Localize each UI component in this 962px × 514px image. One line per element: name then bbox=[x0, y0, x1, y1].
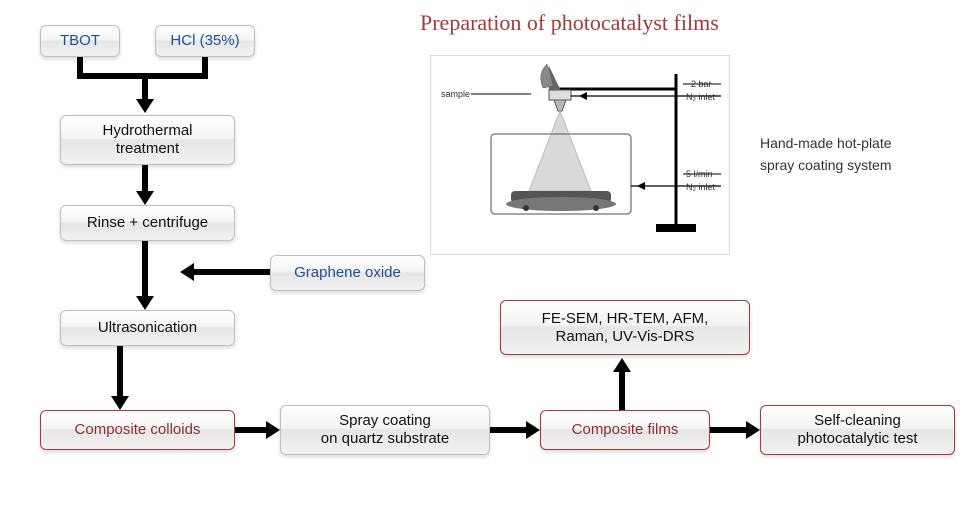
arrow-stem bbox=[142, 241, 148, 298]
arrow-stem bbox=[490, 427, 528, 433]
arrow-head-down bbox=[136, 296, 154, 310]
spray-diagram-box: sample N₂ inlet 2 bar 5 l/min N₂ inlet bbox=[430, 55, 730, 255]
arrow-head-down bbox=[136, 191, 154, 205]
arrow-head-right bbox=[526, 421, 540, 439]
arrow-stem bbox=[142, 165, 148, 193]
node-analy: FE-SEM, HR-TEM, AFM, Raman, UV-Vis-DRS bbox=[500, 300, 750, 355]
node-tbot: TBOT bbox=[40, 25, 120, 57]
node-hcl: HCl (35%) bbox=[155, 25, 255, 57]
arrow-stem bbox=[235, 427, 268, 433]
spray-label-n2top: N₂ inlet bbox=[686, 92, 716, 102]
node-colloids: Composite colloids bbox=[40, 410, 235, 450]
node-self: Self-cleaning photocatalytic test bbox=[760, 405, 955, 455]
node-ultra: Ultrasonication bbox=[60, 310, 235, 346]
caption-line1: Hand-made hot-plate bbox=[760, 135, 892, 151]
page-title: Preparation of photocatalyst films bbox=[420, 10, 719, 36]
caption-line2: spray coating system bbox=[760, 157, 892, 173]
arrow-head-up bbox=[613, 358, 631, 372]
node-hydro: Hydrothermal treatment bbox=[60, 115, 235, 165]
node-rinse: Rinse + centrifuge bbox=[60, 205, 235, 241]
node-spray: Spray coating on quartz substrate bbox=[280, 405, 490, 455]
spray-diagram-svg: sample N₂ inlet 2 bar 5 l/min N₂ inlet bbox=[431, 56, 731, 256]
merge-stem-c bbox=[142, 73, 148, 101]
title-text: Preparation of photocatalyst films bbox=[420, 10, 719, 35]
arrow-stem bbox=[192, 269, 270, 275]
arrow-head-right bbox=[746, 421, 760, 439]
merge-arrow-head bbox=[136, 99, 154, 113]
spray-label-flow: 5 l/min bbox=[686, 169, 713, 179]
arrow-head-left bbox=[180, 263, 194, 281]
arrow-stem bbox=[117, 346, 123, 398]
arrow-head-down bbox=[111, 396, 129, 410]
arrow-stem bbox=[710, 427, 748, 433]
node-go: Graphene oxide bbox=[270, 255, 425, 291]
spray-label-n2bot: N₂ inlet bbox=[686, 182, 716, 192]
arrow-stem bbox=[619, 370, 625, 410]
spray-caption: Hand-made hot-plate spray coating system bbox=[760, 135, 892, 173]
spray-label-bar: 2 bar bbox=[691, 79, 712, 89]
arrow-head-right bbox=[266, 421, 280, 439]
node-films: Composite films bbox=[540, 410, 710, 450]
spray-label-sample: sample bbox=[441, 89, 470, 99]
